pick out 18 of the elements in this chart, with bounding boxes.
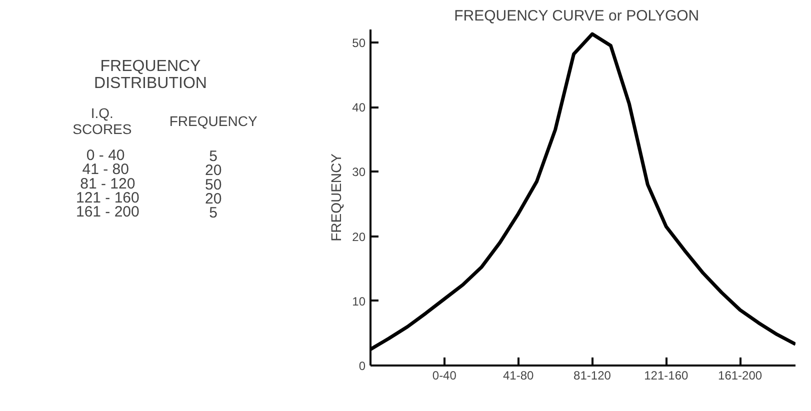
y-tick-label: 0: [358, 359, 366, 373]
text: I.Q. SCORES: [72, 104, 132, 137]
x-tick-label: 41-80: [502, 368, 534, 382]
text: 161 - 200: [76, 204, 140, 221]
y-tick-label: 20: [352, 230, 366, 244]
y-tick-label: 30: [352, 165, 366, 180]
x-tick-label: 0-40: [432, 368, 457, 382]
text: FREQUENCY DISTRIBUTION: [94, 58, 207, 92]
chart-title: FREQUENCY CURVE or POLYGON: [454, 8, 700, 24]
y-axis-title: FREQUENCY: [328, 152, 344, 242]
x-tick-label: 121-160: [644, 368, 688, 382]
text: FREQUENCY: [169, 112, 258, 129]
y-tick-label: 50: [352, 36, 366, 50]
y-tick-label: 10: [352, 294, 366, 308]
text: 5: [209, 204, 218, 222]
x-tick-label: 81-120: [574, 368, 612, 382]
y-tick-label: 40: [352, 100, 366, 115]
x-tick-label: 161-200: [718, 368, 762, 382]
